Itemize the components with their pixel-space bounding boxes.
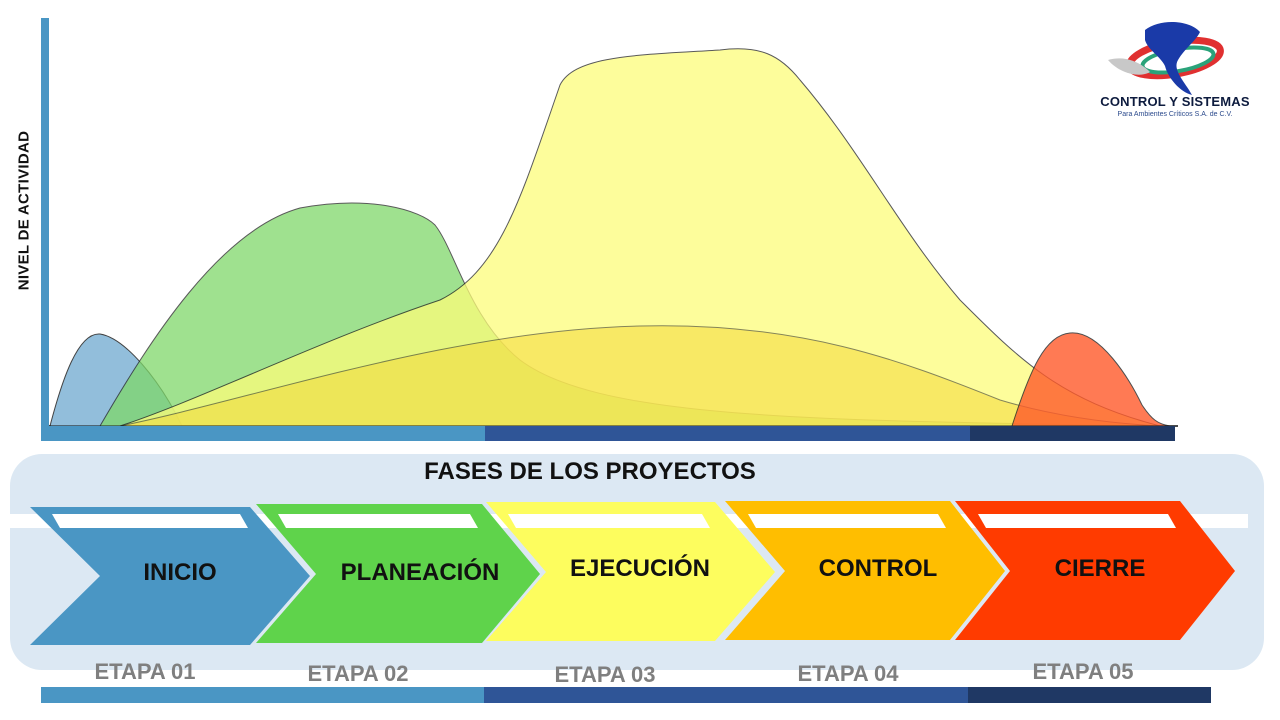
phase-label-control: CONTROL	[818, 555, 938, 582]
phase-label-planeacion: PLANEACIÓN	[340, 559, 500, 586]
chart-bar-segment-1	[41, 426, 485, 441]
chevron-planeacion	[256, 504, 540, 643]
phase-label-cierre: CIERRE	[1054, 555, 1146, 582]
logo-subtitle: Para Ambientes Críticos S.A. de C.V.	[1117, 111, 1233, 118]
chevron-ejecucion	[486, 502, 775, 641]
logo-name: CONTROL Y SISTEMAS	[1100, 94, 1250, 109]
chart-bar-segment-3	[970, 426, 1175, 441]
chevron-highlights	[52, 514, 1176, 528]
panel-title: FASES DE LOS PROYECTOS	[424, 458, 756, 485]
curve-ejecucion	[119, 48, 1161, 427]
activity-curves	[49, 48, 1171, 427]
phase-label-inicio: INICIO	[143, 559, 217, 586]
chart-bar-segment-2	[485, 426, 970, 441]
chevron-highlight	[978, 514, 1176, 528]
phase-label-ejecucion: EJECUCIÓN	[569, 555, 711, 582]
chevron-highlight	[508, 514, 710, 528]
bottom-bar-segment-2	[484, 687, 968, 703]
curve-cierre	[1011, 332, 1171, 427]
chevron-highlight	[278, 514, 478, 528]
chevron-highlight	[52, 514, 248, 528]
bottom-bar-segment-3	[968, 687, 1211, 703]
y-axis-bar	[41, 18, 49, 440]
stage-label-04: ETAPA 04	[797, 661, 899, 686]
y-axis-label-text: NIVEL DE ACTIVIDAD	[15, 130, 33, 290]
y-axis-label: NIVEL DE ACTIVIDAD	[4, 110, 44, 310]
chevron-control	[725, 501, 1005, 640]
chevron-inicio	[30, 507, 310, 645]
stage-label-05: ETAPA 05	[1032, 659, 1134, 684]
stage-label-03: ETAPA 03	[554, 662, 656, 687]
stage-label-02: ETAPA 02	[307, 661, 409, 686]
chevron-cierre	[955, 501, 1235, 640]
company-logo: CONTROL Y SISTEMAS Para Ambientes Crític…	[1090, 14, 1260, 124]
phase-chevrons	[30, 501, 1235, 645]
chevron-highlight	[748, 514, 946, 528]
stage-label-01: ETAPA 01	[94, 659, 196, 684]
globe-swoosh-icon	[1108, 21, 1224, 95]
bottom-bar-segment-1	[41, 687, 484, 703]
